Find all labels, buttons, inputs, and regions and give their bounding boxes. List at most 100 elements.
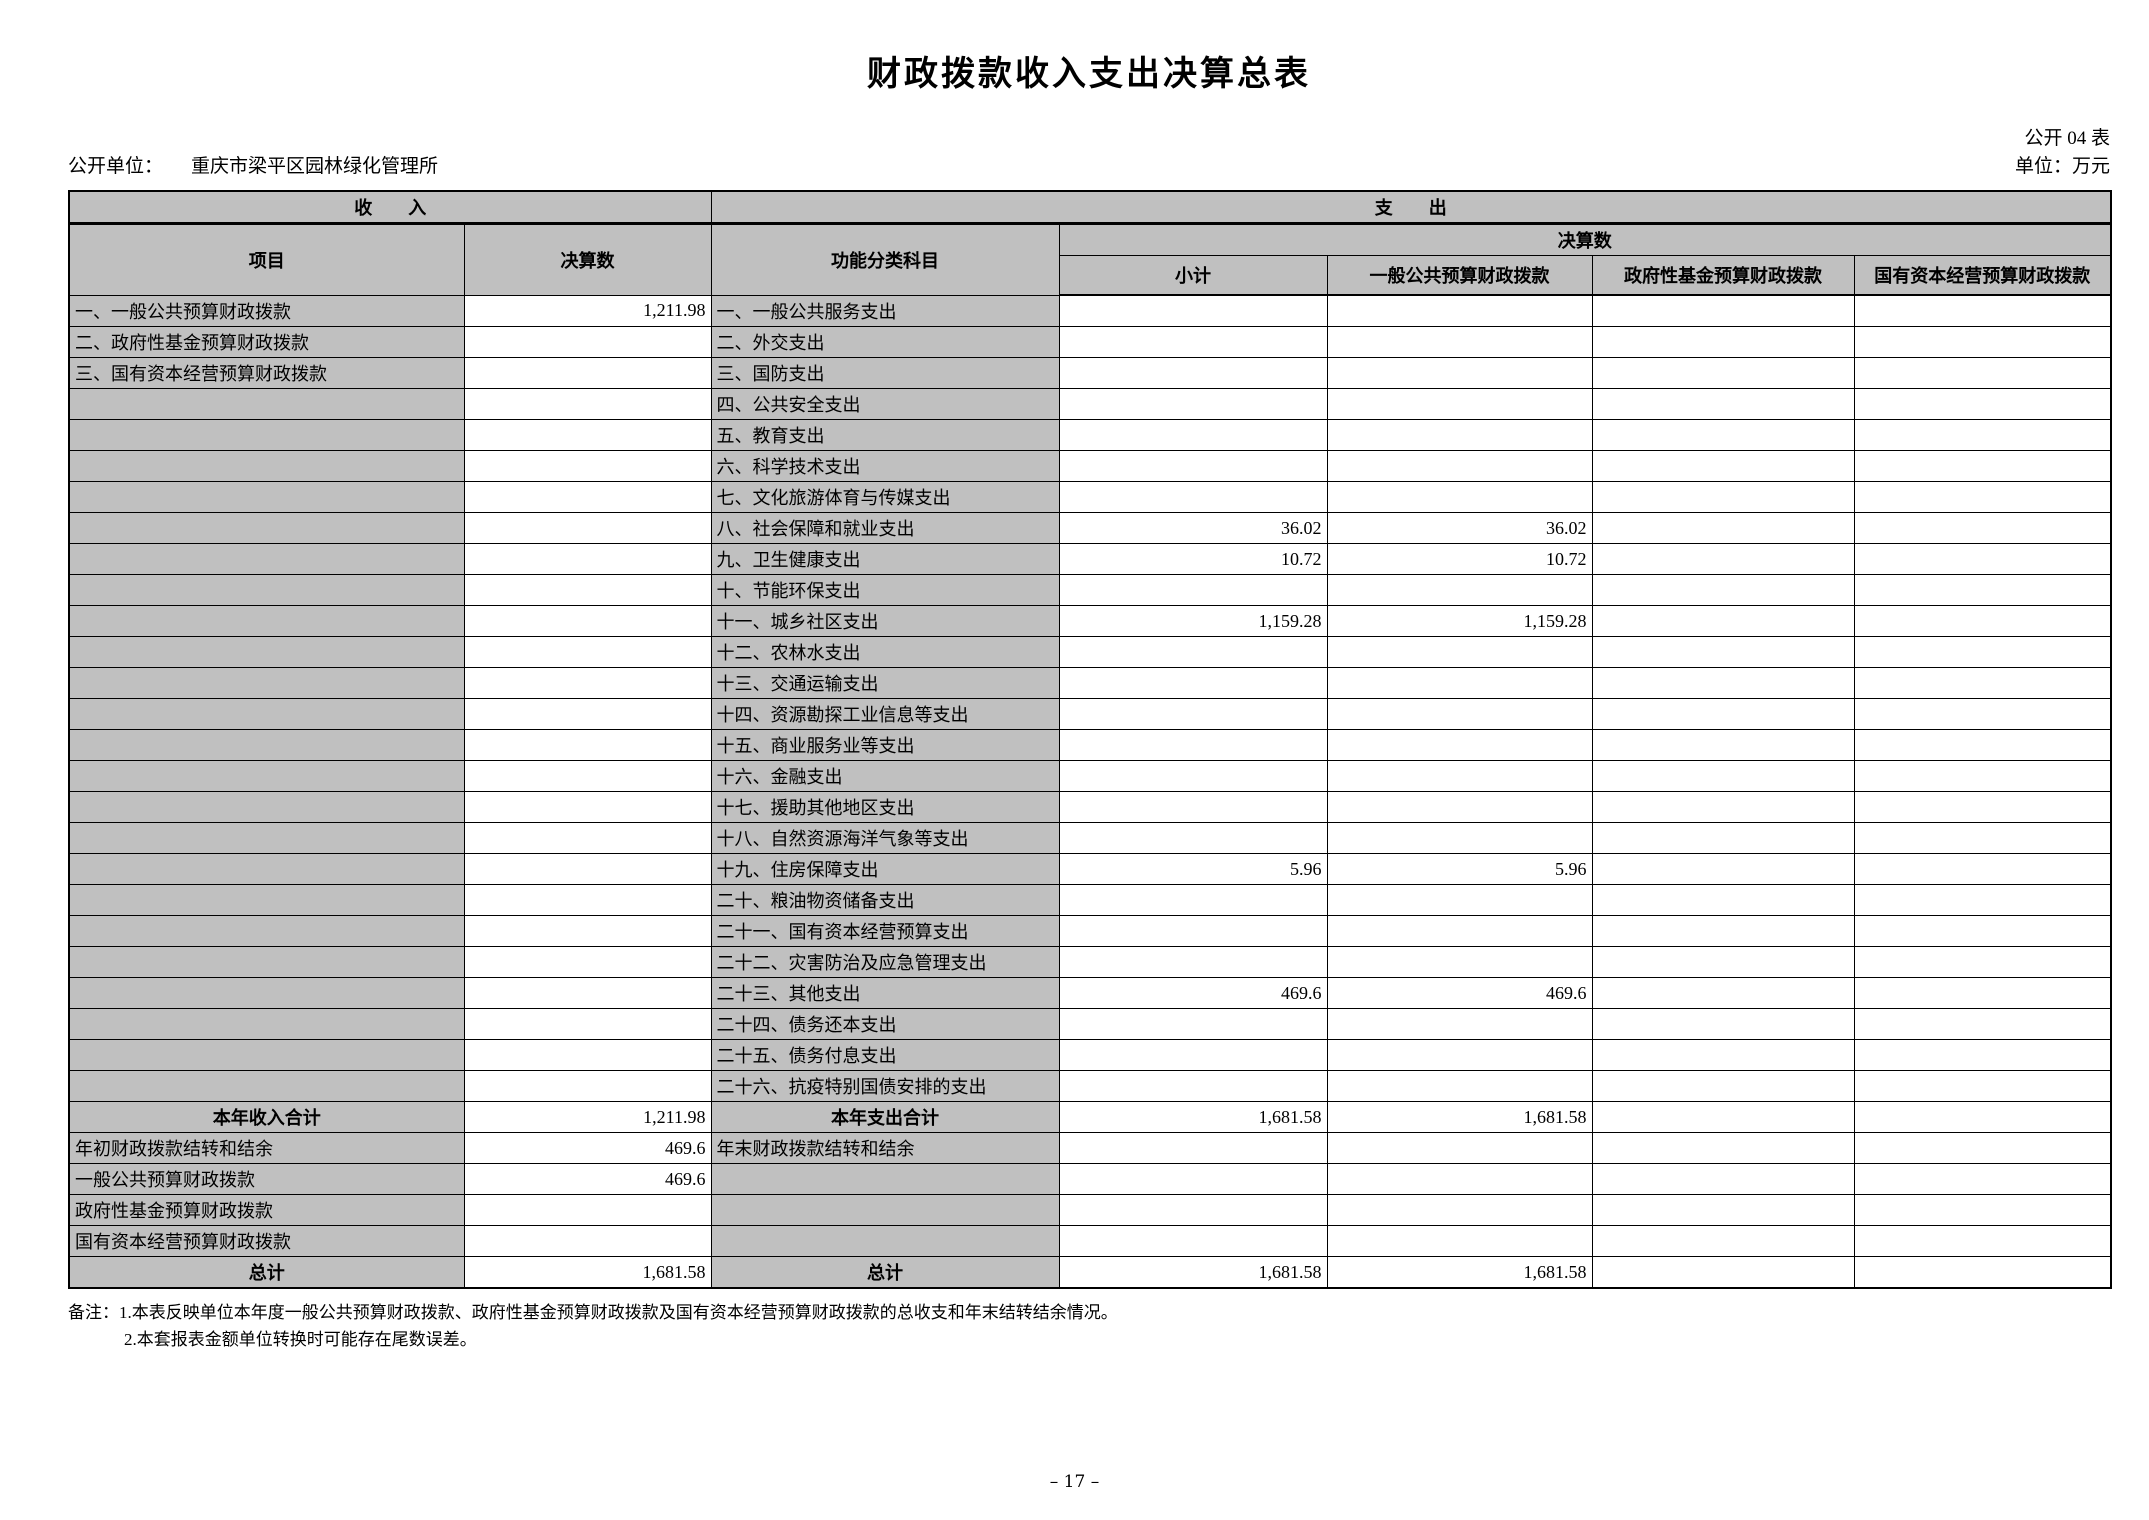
header-income: 收 入 <box>68 190 712 225</box>
notes: 备注：1.本表反映单位本年度一般公共预算财政拨款、政府性基金预算财政拨款及国有资… <box>68 1299 2110 1353</box>
income-item-cell: 一、一般公共预算财政拨款 <box>68 294 465 327</box>
exp-gov-fund-cell <box>1591 977 1855 1009</box>
exp-item-cell: 二十四、债务还本支出 <box>710 1008 1060 1040</box>
income-item-cell: 年初财政拨款结转和结余 <box>68 1132 465 1164</box>
exp-general-public-cell: 469.6 <box>1326 977 1593 1009</box>
header-expenditure: 支 出 <box>710 190 2112 225</box>
exp-subtotal-cell <box>1058 294 1328 327</box>
exp-item-cell: 十六、金融支出 <box>710 760 1060 792</box>
table-row: 年初财政拨款结转和结余 469.6 年末财政拨款结转和结余 <box>68 1132 2112 1164</box>
income-value-cell: 1,211.98 <box>463 294 712 327</box>
exp-item-cell: 一、一般公共服务支出 <box>710 294 1060 327</box>
exp-general-public-cell <box>1326 450 1593 482</box>
income-value-cell <box>463 667 712 699</box>
income-value-cell <box>463 1070 712 1102</box>
table-row: 十二、农林水支出 <box>68 636 2112 668</box>
income-item-cell <box>68 729 465 761</box>
exp-general-public-cell <box>1326 1008 1593 1040</box>
income-item-cell <box>68 1070 465 1102</box>
exp-general-public-cell: 1,681.58 <box>1326 1101 1593 1133</box>
exp-state-capital-cell <box>1853 1132 2112 1164</box>
income-value-cell <box>463 853 712 885</box>
exp-gov-fund-cell <box>1591 450 1855 482</box>
income-value-cell <box>463 760 712 792</box>
exp-gov-fund-cell <box>1591 760 1855 792</box>
income-item-cell <box>68 481 465 513</box>
header-general-public: 一般公共预算财政拨款 <box>1326 255 1593 296</box>
income-value-cell <box>463 791 712 823</box>
exp-item-cell <box>710 1194 1060 1226</box>
money-unit: 单位：万元 <box>2014 156 2110 177</box>
exp-gov-fund-cell <box>1591 512 1855 544</box>
income-item-cell: 本年收入合计 <box>68 1101 465 1133</box>
exp-subtotal-cell <box>1058 1008 1328 1040</box>
exp-item-cell: 二十、粮油物资储备支出 <box>710 884 1060 916</box>
income-value-cell <box>463 822 712 854</box>
exp-general-public-cell <box>1326 946 1593 978</box>
page-title: 财政拨款收入支出决算总表 <box>867 56 1311 93</box>
income-value-cell: 469.6 <box>463 1163 712 1195</box>
exp-general-public-cell <box>1326 760 1593 792</box>
income-item-cell <box>68 915 465 947</box>
exp-subtotal-cell <box>1058 1070 1328 1102</box>
exp-gov-fund-cell <box>1591 636 1855 668</box>
exp-general-public-cell <box>1326 1132 1593 1164</box>
table-row: 二十四、债务还本支出 <box>68 1008 2112 1040</box>
exp-item-cell: 二十五、债务付息支出 <box>710 1039 1060 1071</box>
exp-item-cell: 三、国防支出 <box>710 357 1060 389</box>
income-item-cell: 国有资本经营预算财政拨款 <box>68 1225 465 1257</box>
exp-subtotal-cell <box>1058 1194 1328 1226</box>
unit-row: 公开单位： 重庆市梁平区园林绿化管理所 单位：万元 <box>68 154 2110 180</box>
exp-state-capital-cell <box>1853 853 2112 885</box>
exp-gov-fund-cell <box>1591 326 1855 358</box>
table-row: 四、公共安全支出 <box>68 388 2112 420</box>
publish-unit-label: 公开单位： <box>68 156 164 177</box>
exp-subtotal-cell <box>1058 698 1328 730</box>
income-item-cell <box>68 388 465 420</box>
exp-item-cell: 九、卫生健康支出 <box>710 543 1060 575</box>
exp-general-public-cell: 36.02 <box>1326 512 1593 544</box>
table-row: 本年收入合计 1,211.98 本年支出合计 1,681.58 1,681.58 <box>68 1101 2112 1133</box>
table-row: 十四、资源勘探工业信息等支出 <box>68 698 2112 730</box>
exp-gov-fund-cell <box>1591 884 1855 916</box>
exp-state-capital-cell <box>1853 667 2112 699</box>
exp-gov-fund-cell <box>1591 791 1855 823</box>
table-row: 二、政府性基金预算财政拨款 二、外交支出 <box>68 326 2112 358</box>
exp-general-public-cell <box>1326 822 1593 854</box>
exp-state-capital-cell <box>1853 574 2112 606</box>
income-value-cell <box>463 1225 712 1257</box>
exp-general-public-cell <box>1326 574 1593 606</box>
income-value-cell <box>463 388 712 420</box>
exp-state-capital-cell <box>1853 946 2112 978</box>
exp-general-public-cell <box>1326 481 1593 513</box>
income-item-cell <box>68 946 465 978</box>
exp-general-public-cell <box>1326 1225 1593 1257</box>
income-value-cell <box>463 946 712 978</box>
exp-item-cell: 十八、自然资源海洋气象等支出 <box>710 822 1060 854</box>
exp-state-capital-cell <box>1853 977 2112 1009</box>
exp-state-capital-cell <box>1853 1101 2112 1133</box>
exp-general-public-cell: 5.96 <box>1326 853 1593 885</box>
exp-state-capital-cell <box>1853 1039 2112 1071</box>
exp-subtotal-cell <box>1058 574 1328 606</box>
income-item-cell <box>68 1039 465 1071</box>
exp-subtotal-cell: 1,681.58 <box>1058 1256 1328 1289</box>
exp-state-capital-cell <box>1853 915 2112 947</box>
exp-gov-fund-cell <box>1591 481 1855 513</box>
income-item-cell <box>68 791 465 823</box>
income-item-cell <box>68 419 465 451</box>
income-item-cell <box>68 853 465 885</box>
exp-state-capital-cell <box>1853 326 2112 358</box>
table-row: 十、节能环保支出 <box>68 574 2112 606</box>
header-item: 项目 <box>68 223 465 296</box>
table-row: 国有资本经营预算财政拨款 <box>68 1225 2112 1257</box>
income-item-cell <box>68 977 465 1009</box>
exp-gov-fund-cell <box>1591 1225 1855 1257</box>
exp-state-capital-cell <box>1853 698 2112 730</box>
table-row: 二十、粮油物资储备支出 <box>68 884 2112 916</box>
header-row-sections: 收 入 支 出 <box>68 190 2112 225</box>
table-row: 一般公共预算财政拨款 469.6 <box>68 1163 2112 1195</box>
exp-state-capital-cell <box>1853 636 2112 668</box>
exp-gov-fund-cell <box>1591 822 1855 854</box>
exp-state-capital-cell <box>1853 1194 2112 1226</box>
